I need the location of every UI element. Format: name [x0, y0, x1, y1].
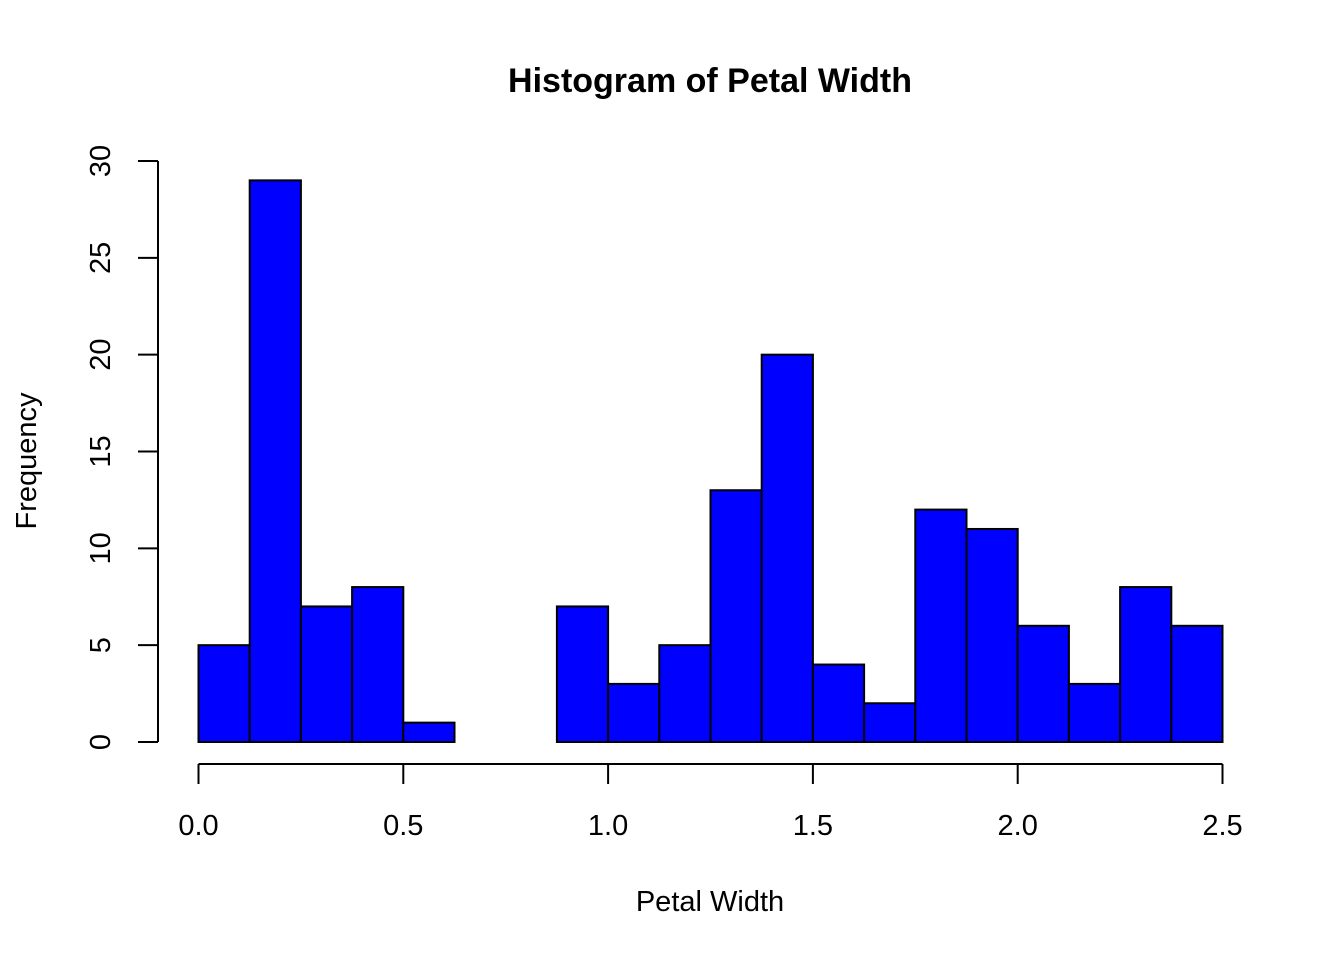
histogram-bar — [965, 527, 1019, 744]
histogram-bar — [402, 721, 456, 744]
x-tick-label: 2.5 — [1202, 810, 1242, 842]
y-axis-label: Frequency — [11, 392, 43, 530]
x-axis: 0.0 0.5 1.0 1.5 2.0 2.5 — [178, 763, 1243, 842]
y-tick-label: 30 — [85, 145, 117, 177]
histogram-bar — [607, 682, 661, 744]
histogram-bar — [299, 605, 354, 744]
histogram-bar — [555, 605, 610, 744]
y-tick-label: 15 — [85, 435, 117, 467]
histogram-bar — [658, 644, 712, 744]
y-tick-label: 5 — [85, 637, 117, 653]
y-tick-label: 0 — [85, 734, 117, 750]
histogram-bar — [709, 489, 763, 743]
y-tick-label: 25 — [85, 242, 117, 274]
x-tick-label: 1.0 — [588, 810, 628, 842]
histogram-bar — [1170, 624, 1224, 743]
x-tick-label: 2.0 — [998, 810, 1038, 842]
histogram-bar — [1119, 586, 1173, 743]
histogram-bar — [914, 508, 968, 743]
histogram-bar — [1067, 682, 1122, 744]
bars-group — [197, 179, 1224, 744]
y-axis: 0 5 10 15 20 25 30 — [85, 145, 159, 750]
x-axis-label: Petal Width — [636, 886, 784, 918]
histogram-bar — [863, 702, 917, 743]
histogram-bar — [811, 663, 866, 743]
histogram-bar — [197, 644, 251, 744]
x-tick-label: 0.5 — [383, 810, 423, 842]
y-tick-label: 10 — [85, 532, 117, 564]
histogram-bar — [248, 179, 302, 744]
y-tick-label: 20 — [85, 339, 117, 371]
histogram-bar — [351, 586, 405, 743]
x-tick-label: 0.0 — [178, 810, 218, 842]
histogram-bar — [1016, 624, 1070, 743]
x-tick-label: 1.5 — [793, 810, 833, 842]
chart-title: Histogram of Petal Width — [508, 62, 912, 100]
histogram-bar — [760, 353, 814, 743]
